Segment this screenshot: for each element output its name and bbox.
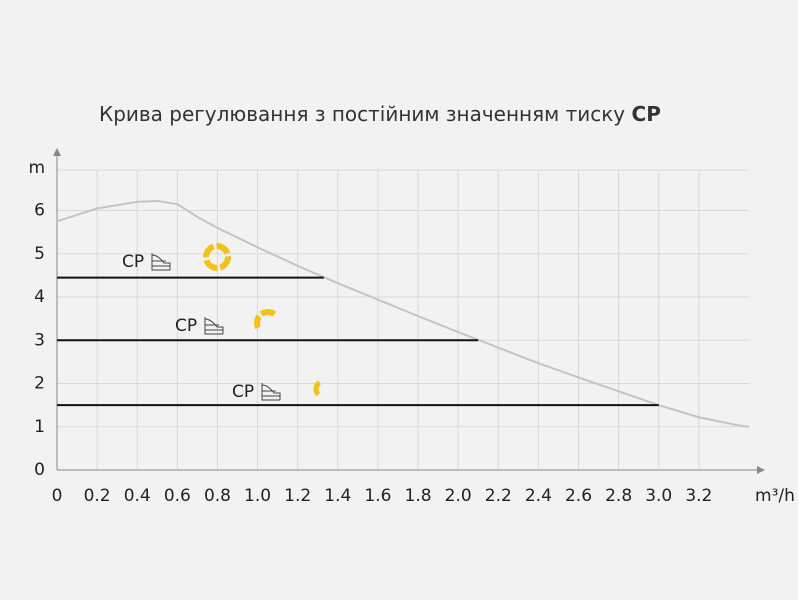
x-tick-label: 0 bbox=[52, 486, 63, 506]
x-tick-label: 0.6 bbox=[164, 486, 191, 506]
x-tick-label: 2.2 bbox=[485, 486, 512, 506]
x-tick-label: 3.2 bbox=[685, 486, 712, 506]
x-tick-label: 0.4 bbox=[124, 486, 151, 506]
y-tick-label: 6 bbox=[34, 201, 45, 221]
cp-icon-shape bbox=[204, 317, 224, 335]
x-tick-label: 1.6 bbox=[364, 486, 391, 506]
y-axis-label: m bbox=[28, 158, 45, 178]
mode-icon bbox=[254, 309, 282, 337]
x-axis-label: m³/h bbox=[755, 486, 795, 506]
x-tick-label: 2.6 bbox=[565, 486, 592, 506]
cp-label: CP bbox=[232, 382, 254, 402]
mode-icon bbox=[203, 243, 231, 271]
cp-icon bbox=[261, 383, 281, 401]
x-tick-label: 0.8 bbox=[204, 486, 231, 506]
cp-icon bbox=[151, 253, 171, 271]
cp-icon-shape bbox=[261, 383, 281, 401]
mode-icon bbox=[313, 378, 335, 400]
y-axis-arrow bbox=[53, 148, 61, 156]
x-tick-label: 1.0 bbox=[244, 486, 271, 506]
x-axis-arrow bbox=[757, 466, 765, 474]
cp-icon-shape bbox=[151, 253, 171, 271]
y-tick-label: 0 bbox=[34, 460, 45, 480]
title-bold: CP bbox=[632, 102, 661, 126]
cp-icon bbox=[204, 317, 224, 335]
x-tick-label: 2.8 bbox=[605, 486, 632, 506]
x-tick-label: 1.2 bbox=[284, 486, 311, 506]
series-line bbox=[56, 200, 750, 428]
y-tick-label: 5 bbox=[34, 244, 45, 264]
cp-label: CP bbox=[175, 316, 197, 336]
x-tick-label: 3.0 bbox=[645, 486, 672, 506]
title-text: Крива регулювання з постійним значенням … bbox=[99, 102, 625, 126]
y-tick-label: 4 bbox=[34, 287, 45, 307]
y-tick-label: 1 bbox=[34, 417, 45, 437]
x-tick-label: 1.8 bbox=[405, 486, 432, 506]
cp-label: CP bbox=[122, 252, 144, 272]
x-tick-label: 1.4 bbox=[324, 486, 351, 506]
y-tick-label: 3 bbox=[34, 330, 45, 350]
x-tick-label: 2.0 bbox=[445, 486, 472, 506]
y-tick-label: 2 bbox=[34, 374, 45, 394]
x-tick-label: 2.4 bbox=[525, 486, 552, 506]
chart-title: Крива регулювання з постійним значенням … bbox=[99, 102, 661, 126]
x-tick-label: 0.2 bbox=[84, 486, 111, 506]
